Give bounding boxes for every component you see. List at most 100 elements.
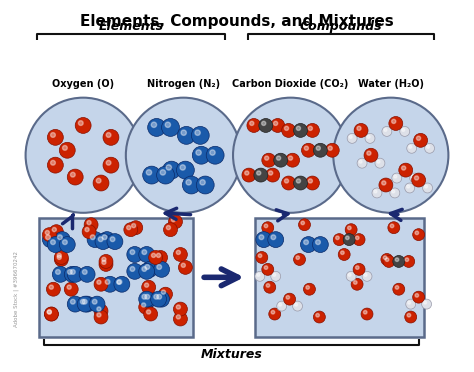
Circle shape — [53, 266, 68, 282]
Circle shape — [127, 247, 143, 262]
Circle shape — [269, 171, 273, 175]
Circle shape — [97, 280, 101, 284]
Circle shape — [242, 168, 256, 182]
Circle shape — [75, 118, 91, 134]
Circle shape — [308, 126, 312, 131]
Circle shape — [271, 119, 285, 132]
Ellipse shape — [126, 98, 241, 213]
Circle shape — [367, 135, 370, 138]
Circle shape — [103, 157, 119, 173]
Circle shape — [277, 301, 287, 311]
Circle shape — [262, 263, 273, 275]
Circle shape — [405, 258, 409, 262]
Circle shape — [313, 143, 328, 157]
Circle shape — [296, 256, 300, 259]
Circle shape — [304, 240, 309, 244]
Circle shape — [268, 232, 283, 247]
Circle shape — [264, 266, 268, 269]
Circle shape — [273, 273, 276, 276]
Circle shape — [130, 250, 135, 254]
Circle shape — [82, 299, 87, 304]
Circle shape — [67, 285, 71, 289]
Circle shape — [407, 185, 410, 188]
Circle shape — [427, 145, 429, 148]
Circle shape — [45, 307, 58, 321]
Circle shape — [356, 266, 359, 269]
Circle shape — [266, 284, 270, 287]
Circle shape — [359, 160, 362, 163]
Circle shape — [159, 287, 173, 301]
Text: Water (H₂O): Water (H₂O) — [358, 79, 424, 89]
Circle shape — [412, 173, 426, 187]
Circle shape — [99, 232, 115, 247]
Circle shape — [423, 183, 433, 193]
Circle shape — [77, 296, 93, 312]
Circle shape — [95, 234, 111, 250]
Circle shape — [269, 308, 281, 320]
Circle shape — [152, 253, 155, 257]
Circle shape — [149, 250, 163, 264]
Circle shape — [43, 232, 58, 247]
Circle shape — [210, 150, 215, 155]
Text: Compounds: Compounds — [300, 20, 382, 33]
Circle shape — [79, 296, 95, 312]
Circle shape — [144, 307, 157, 321]
Circle shape — [393, 283, 405, 295]
Circle shape — [382, 126, 392, 137]
Circle shape — [292, 301, 302, 311]
Circle shape — [176, 315, 181, 319]
Circle shape — [142, 280, 155, 294]
Circle shape — [306, 286, 310, 289]
Text: Elements: Elements — [98, 20, 164, 33]
Circle shape — [94, 304, 108, 318]
Circle shape — [142, 267, 146, 271]
Circle shape — [305, 124, 319, 137]
Circle shape — [384, 128, 387, 131]
Circle shape — [276, 156, 281, 160]
Circle shape — [151, 291, 166, 307]
Circle shape — [173, 312, 187, 326]
Circle shape — [117, 280, 121, 284]
Circle shape — [176, 250, 181, 254]
Circle shape — [256, 251, 268, 263]
Circle shape — [294, 303, 298, 306]
Circle shape — [283, 293, 296, 305]
Circle shape — [395, 286, 399, 289]
Circle shape — [282, 124, 296, 137]
Circle shape — [192, 146, 210, 164]
Circle shape — [345, 224, 357, 235]
Circle shape — [43, 228, 56, 241]
Circle shape — [381, 253, 393, 265]
Circle shape — [266, 168, 280, 182]
Circle shape — [379, 178, 393, 192]
Circle shape — [157, 294, 162, 299]
Circle shape — [264, 224, 268, 228]
Circle shape — [367, 151, 371, 155]
Circle shape — [316, 146, 320, 150]
Circle shape — [351, 278, 363, 290]
Circle shape — [145, 294, 150, 299]
Circle shape — [114, 277, 128, 291]
Circle shape — [132, 224, 136, 228]
Circle shape — [357, 126, 361, 131]
Circle shape — [364, 311, 367, 314]
Circle shape — [85, 228, 89, 232]
Circle shape — [99, 254, 113, 268]
Circle shape — [316, 314, 319, 317]
Circle shape — [296, 179, 301, 183]
Circle shape — [301, 221, 304, 225]
Circle shape — [171, 218, 175, 222]
Circle shape — [46, 235, 50, 240]
Circle shape — [372, 188, 382, 198]
Circle shape — [148, 119, 165, 137]
Circle shape — [47, 310, 51, 314]
Circle shape — [346, 271, 356, 281]
Circle shape — [57, 255, 61, 259]
Circle shape — [91, 235, 95, 240]
Circle shape — [303, 283, 315, 295]
Circle shape — [247, 119, 261, 132]
Circle shape — [196, 150, 201, 155]
Circle shape — [414, 176, 419, 180]
Circle shape — [191, 126, 209, 144]
Text: Oxygen (O): Oxygen (O) — [52, 79, 114, 89]
